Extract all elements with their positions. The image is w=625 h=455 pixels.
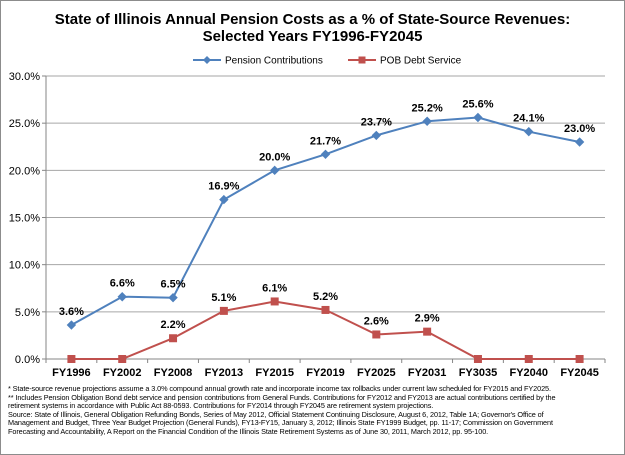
x-tick-label: FY3035 <box>459 367 498 379</box>
footnote-line: Management and Budget, Three Year Budget… <box>8 419 553 428</box>
legend-marker <box>358 56 366 64</box>
legend: Pension Contributions POB Debt Service <box>193 56 462 67</box>
data-point <box>371 130 382 141</box>
y-tick-labels: 0.0% 5.0% 10.0% 15.0% 20.0% 25.0% 30.0% <box>9 71 40 366</box>
data-point <box>219 194 229 205</box>
data-point <box>473 112 483 123</box>
x-tick-label: FY2025 <box>357 367 396 379</box>
y-tick-label: 20.0% <box>9 165 40 177</box>
data-label: 2.2% <box>161 319 186 331</box>
x-tick-label: FY2019 <box>306 367 345 379</box>
data-point <box>118 355 127 363</box>
x-tick-label: FY2002 <box>103 367 142 379</box>
data-label: 3.6% <box>59 306 84 318</box>
data-point <box>524 126 534 137</box>
grid-lines <box>46 75 605 313</box>
series-markers <box>66 112 585 363</box>
data-point <box>66 320 77 330</box>
data-point <box>423 327 432 336</box>
data-label: 2.9% <box>415 313 440 325</box>
y-tick-label: 25.0% <box>9 118 40 130</box>
data-label: 23.7% <box>361 116 392 128</box>
data-label: 21.7% <box>310 135 341 147</box>
y-tick-label: 10.0% <box>9 260 40 272</box>
data-point <box>168 292 178 303</box>
y-tick-label: 15.0% <box>9 213 40 225</box>
data-point <box>575 355 584 363</box>
data-point <box>422 116 432 126</box>
footnotes: * State-source revenue projections assum… <box>8 385 620 437</box>
footnote-line: ** Includes Pension Obligation Bond debt… <box>8 393 556 402</box>
data-point <box>269 165 280 176</box>
data-point <box>321 305 330 314</box>
y-tick-label: 0.0% <box>15 354 40 366</box>
data-point <box>67 355 76 363</box>
data-labels: 3.6% 6.6% 6.5% 16.9% 20.0% 21.7% 23.7% 25.2% 25.… <box>59 99 596 332</box>
data-label: 16.9% <box>208 181 239 193</box>
data-point <box>219 306 228 315</box>
data-point <box>372 330 381 339</box>
data-point <box>524 355 533 363</box>
x-tick-label: FY2013 <box>205 367 244 379</box>
data-label: 2.6% <box>364 315 389 327</box>
chart-title: State of Illinois Annual Pension Costs a… <box>54 11 571 28</box>
x-tick-label: FY2045 <box>560 367 599 379</box>
footnote-line: Forecasting and Accountability, A Report… <box>8 427 489 436</box>
data-label: 24.1% <box>513 113 544 125</box>
chart-subtitle: Selected Years FY1996-FY2045 <box>202 28 423 45</box>
legend-label: POB Debt Service <box>380 56 462 67</box>
data-label: 25.2% <box>412 102 443 114</box>
x-tick-label: FY2040 <box>510 367 549 379</box>
data-label: 25.6% <box>462 99 493 111</box>
data-point <box>473 355 482 363</box>
data-label: 20.0% <box>259 151 290 163</box>
x-tick-label: FY2015 <box>255 367 294 379</box>
y-tick-label: 30.0% <box>9 71 40 83</box>
y-tick-label: 5.0% <box>15 307 40 319</box>
legend-label: Pension Contributions <box>225 56 323 67</box>
data-label: 5.1% <box>211 292 236 304</box>
data-point <box>574 137 585 147</box>
data-label: 5.2% <box>313 291 338 303</box>
footnote-line: retirement systems in accordance with Pu… <box>8 402 434 411</box>
data-point <box>320 149 331 160</box>
data-label: 23.0% <box>564 123 595 135</box>
x-tick-label: FY2031 <box>408 367 447 379</box>
data-point <box>270 297 279 306</box>
data-label: 6.1% <box>262 282 287 294</box>
data-point <box>169 334 178 343</box>
x-tick-label: FY2008 <box>154 367 193 379</box>
x-tick-labels: FY1996 FY2002 FY2008 FY2013 FY2015 FY2019 FY20… <box>52 367 599 379</box>
data-label: 6.5% <box>161 279 186 291</box>
x-tick-label: FY1996 <box>52 367 91 379</box>
data-label: 6.6% <box>110 278 135 290</box>
legend-marker <box>203 56 211 64</box>
footnote-line: * State-source revenue projections assum… <box>8 385 551 393</box>
footnote-line: Source: State of Illinois, General Oblig… <box>8 410 544 419</box>
data-point <box>117 292 127 302</box>
